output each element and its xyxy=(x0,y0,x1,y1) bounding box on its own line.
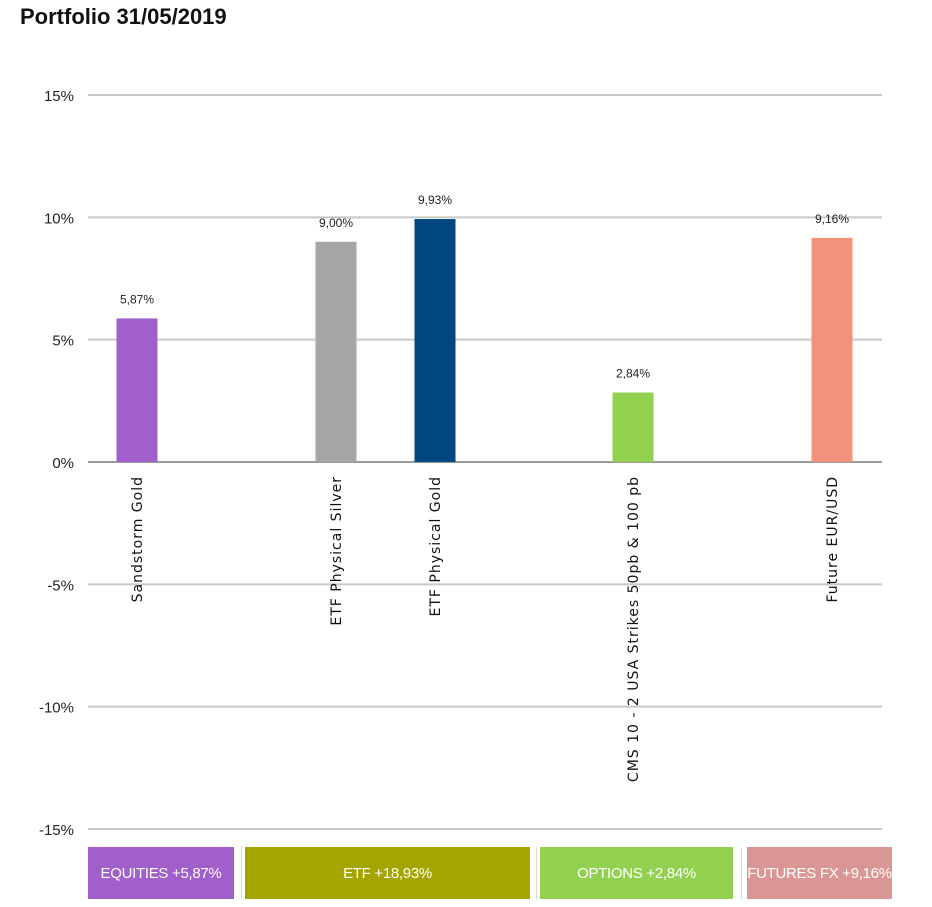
data-label: 9,93% xyxy=(418,193,452,207)
category-legend: EQUITIES +5,87% ETF +18,93% OPTIONS +2,8… xyxy=(80,847,892,901)
x-category-label: CMS 10 - 2 USA Strikes 50pb & 100 pb xyxy=(626,476,642,782)
bar xyxy=(811,237,853,462)
legend-equities: EQUITIES +5,87% xyxy=(88,847,234,899)
legend-futures-fx: FUTURES FX +9,16% xyxy=(747,847,892,899)
y-tick-label: 15% xyxy=(44,88,74,105)
data-label: 5,87% xyxy=(120,292,154,306)
y-tick-label: 10% xyxy=(44,210,74,227)
y-tick-label: 5% xyxy=(52,333,74,350)
data-label: 9,16% xyxy=(815,212,849,226)
x-category-label: ETF Physical Silver xyxy=(329,476,345,626)
legend-divider xyxy=(741,847,742,899)
legend-etf: ETF +18,93% xyxy=(245,847,530,899)
bar xyxy=(315,241,357,462)
bar xyxy=(414,219,456,462)
data-label: 2,84% xyxy=(616,367,650,381)
data-label: 9,00% xyxy=(319,216,353,230)
bar-chart: 15% 10% 5% 0% -5% -10% -15% 5,87% Sandstorm Gold… xyxy=(39,88,882,839)
x-category-label: Future EUR/USD xyxy=(825,476,841,603)
y-tick-label: 0% xyxy=(52,455,74,472)
legend-options: OPTIONS +2,84% xyxy=(540,847,733,899)
x-category-label: Sandstorm Gold xyxy=(130,476,146,602)
y-tick-label: -15% xyxy=(39,822,74,839)
x-category-label: ETF Physical Gold xyxy=(428,476,444,617)
y-tick-label: -10% xyxy=(39,700,74,717)
chart-title: Portfolio 31/05/2019 xyxy=(20,4,227,29)
y-tick-label: -5% xyxy=(47,577,74,594)
legend-divider xyxy=(536,847,537,899)
bar xyxy=(116,318,158,462)
legend-divider xyxy=(241,847,242,899)
bar xyxy=(612,392,654,462)
